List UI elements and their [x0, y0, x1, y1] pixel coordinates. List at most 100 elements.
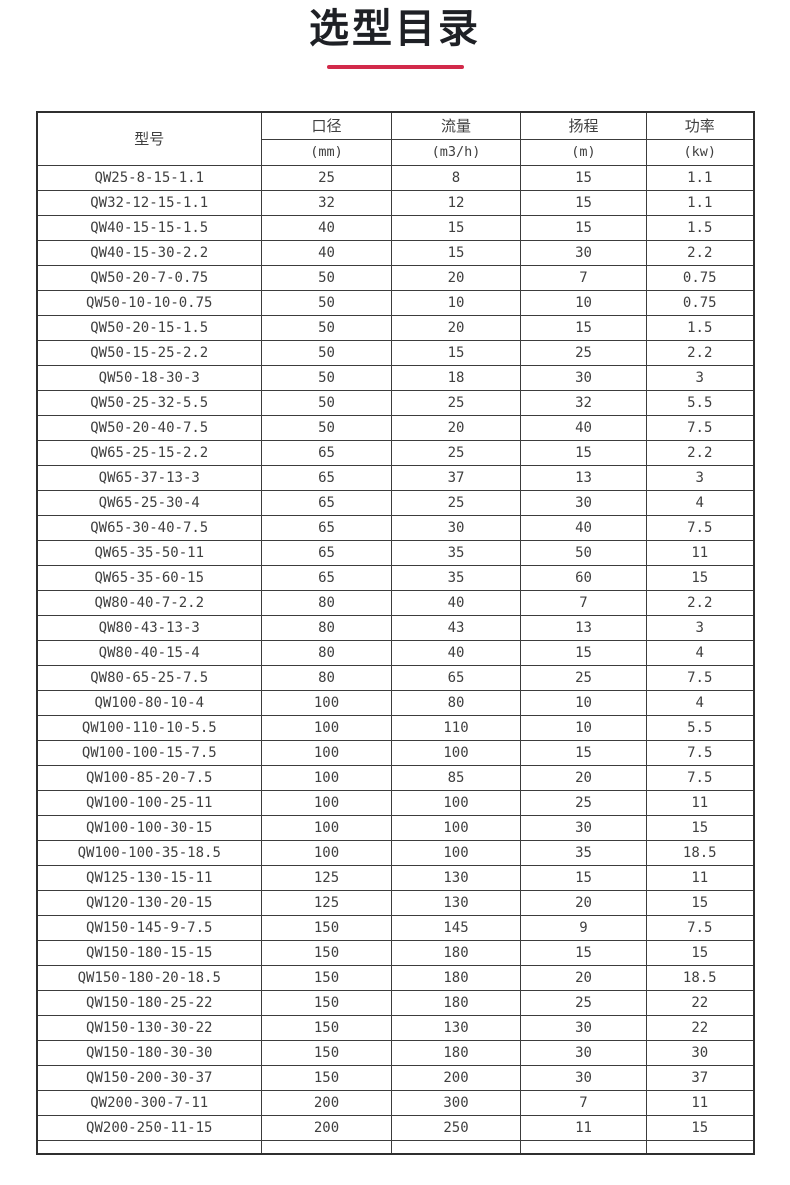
flow-cell: 145	[391, 914, 521, 941]
flow-cell: 110	[391, 714, 521, 741]
power-cell: 3	[646, 364, 754, 391]
model-cell: QW150-180-30-30	[36, 1039, 262, 1066]
power-cell: 22	[646, 1014, 754, 1041]
flow-cell: 85	[391, 764, 521, 791]
head-cell: 7	[520, 589, 647, 616]
col-header-head: 扬程	[520, 111, 647, 140]
head-cell: 30	[520, 364, 647, 391]
model-cell: QW150-180-15-15	[36, 939, 262, 966]
power-cell: 2.2	[646, 339, 754, 366]
model-cell: QW80-40-7-2.2	[36, 589, 262, 616]
head-cell: 40	[520, 514, 647, 541]
diameter-cell: 80	[261, 614, 392, 641]
power-cell: 1.1	[646, 189, 754, 216]
table-row: QW65-30-40-7.5 65 30 40 7.5	[36, 514, 754, 541]
model-cell: QW150-200-30-37	[36, 1064, 262, 1091]
head-cell: 50	[520, 539, 647, 566]
flow-cell: 100	[391, 839, 521, 866]
head-cell: 40	[520, 414, 647, 441]
diameter-cell: 65	[261, 564, 392, 591]
selection-table: 型号 口径 流量 扬程 功率 (mm) (m3/h) (m) (kw) QW25…	[35, 111, 755, 1155]
head-cell: 20	[520, 889, 647, 916]
model-cell: QW125-130-15-11	[36, 864, 262, 891]
power-cell: 4	[646, 689, 754, 716]
flow-cell: 130	[391, 864, 521, 891]
power-cell: 11	[646, 864, 754, 891]
model-cell: QW50-20-7-0.75	[36, 264, 262, 291]
power-cell: 5.5	[646, 714, 754, 741]
flow-cell: 25	[391, 489, 521, 516]
flow-cell: 180	[391, 989, 521, 1016]
power-cell: 1.5	[646, 214, 754, 241]
head-cell: 7	[520, 264, 647, 291]
model-cell: QW80-40-15-4	[36, 639, 262, 666]
head-cell: 11	[520, 1114, 647, 1141]
flow-cell: 100	[391, 814, 521, 841]
table-row: QW80-40-15-4 80 40 15 4	[36, 639, 754, 666]
model-cell: QW150-130-30-22	[36, 1014, 262, 1041]
model-cell: QW65-25-30-4	[36, 489, 262, 516]
flow-cell: 200	[391, 1064, 521, 1091]
diameter-cell: 65	[261, 539, 392, 566]
power-cell: 2.2	[646, 589, 754, 616]
power-cell: 18.5	[646, 839, 754, 866]
power-cell: 30	[646, 1039, 754, 1066]
head-cell: 13	[520, 464, 647, 491]
head-cell: 60	[520, 564, 647, 591]
col-unit-flow: (m3/h)	[391, 138, 521, 166]
flow-cell: 65	[391, 664, 521, 691]
power-cell: 1.5	[646, 314, 754, 341]
table-row: QW150-180-30-30 150 180 30 30	[36, 1039, 754, 1066]
diameter-cell: 100	[261, 789, 392, 816]
table-row: QW50-20-7-0.75 50 20 7 0.75	[36, 264, 754, 291]
power-cell	[646, 1139, 754, 1155]
flow-cell: 15	[391, 339, 521, 366]
head-cell: 15	[520, 939, 647, 966]
power-cell: 7.5	[646, 764, 754, 791]
flow-cell: 25	[391, 439, 521, 466]
head-cell: 25	[520, 989, 647, 1016]
flow-cell: 130	[391, 1014, 521, 1041]
table-row: QW150-130-30-22 150 130 30 22	[36, 1014, 754, 1041]
flow-cell: 250	[391, 1114, 521, 1141]
table-row: QW80-40-7-2.2 80 40 7 2.2	[36, 589, 754, 616]
flow-cell: 20	[391, 414, 521, 441]
diameter-cell: 150	[261, 1014, 392, 1041]
head-cell: 15	[520, 439, 647, 466]
table-row: QW50-25-32-5.5 50 25 32 5.5	[36, 389, 754, 416]
diameter-cell: 200	[261, 1089, 392, 1116]
diameter-cell: 65	[261, 464, 392, 491]
power-cell: 2.2	[646, 239, 754, 266]
diameter-cell: 200	[261, 1114, 392, 1141]
flow-cell: 8	[391, 164, 521, 191]
table-row-partial	[36, 1139, 754, 1155]
table-row: QW50-20-15-1.5 50 20 15 1.5	[36, 314, 754, 341]
power-cell: 7.5	[646, 514, 754, 541]
model-cell: QW100-100-35-18.5	[36, 839, 262, 866]
table-row: QW65-25-15-2.2 65 25 15 2.2	[36, 439, 754, 466]
model-cell: QW100-110-10-5.5	[36, 714, 262, 741]
col-header-model: 型号	[36, 111, 262, 166]
flow-cell: 30	[391, 514, 521, 541]
diameter-cell: 80	[261, 664, 392, 691]
model-cell: QW40-15-15-1.5	[36, 214, 262, 241]
model-cell: QW25-8-15-1.1	[36, 164, 262, 191]
diameter-cell: 150	[261, 1064, 392, 1091]
header-row-labels: 型号 口径 流量 扬程 功率	[36, 111, 754, 166]
diameter-cell: 150	[261, 989, 392, 1016]
diameter-cell: 125	[261, 864, 392, 891]
table-row: QW65-37-13-3 65 37 13 3	[36, 464, 754, 491]
head-cell: 7	[520, 1089, 647, 1116]
model-cell: QW50-15-25-2.2	[36, 339, 262, 366]
head-cell: 13	[520, 614, 647, 641]
diameter-cell: 50	[261, 414, 392, 441]
model-cell: QW150-180-20-18.5	[36, 964, 262, 991]
model-cell: QW100-100-15-7.5	[36, 739, 262, 766]
head-cell: 10	[520, 689, 647, 716]
flow-cell: 18	[391, 364, 521, 391]
power-cell: 7.5	[646, 414, 754, 441]
flow-cell: 130	[391, 889, 521, 916]
head-cell: 10	[520, 714, 647, 741]
table-row: QW65-25-30-4 65 25 30 4	[36, 489, 754, 516]
